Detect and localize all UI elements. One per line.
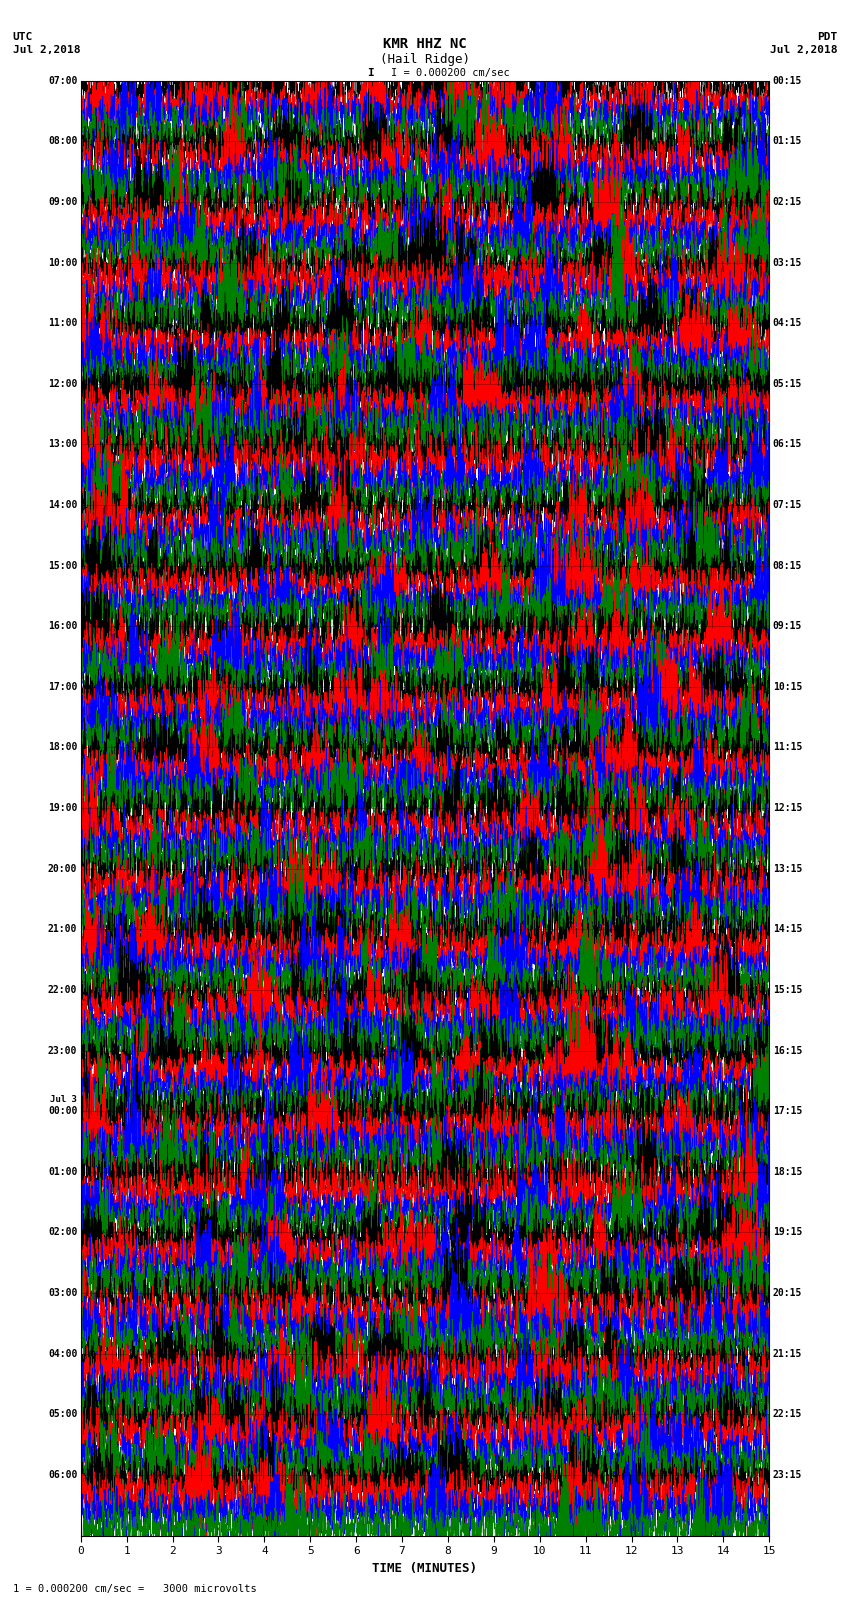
Text: 20:15: 20:15 [773, 1289, 802, 1298]
Text: Jul 3: Jul 3 [50, 1095, 77, 1103]
Text: 01:00: 01:00 [48, 1166, 77, 1177]
Text: 19:15: 19:15 [773, 1227, 802, 1237]
Text: 22:00: 22:00 [48, 986, 77, 995]
Text: 17:15: 17:15 [773, 1107, 802, 1116]
X-axis label: TIME (MINUTES): TIME (MINUTES) [372, 1561, 478, 1574]
Text: 22:15: 22:15 [773, 1410, 802, 1419]
Text: 17:00: 17:00 [48, 682, 77, 692]
Text: (Hail Ridge): (Hail Ridge) [380, 53, 470, 66]
Text: 23:15: 23:15 [773, 1469, 802, 1481]
Text: 08:15: 08:15 [773, 561, 802, 571]
Text: 00:00: 00:00 [48, 1107, 77, 1116]
Text: KMR HHZ NC: KMR HHZ NC [383, 37, 467, 52]
Text: 03:00: 03:00 [48, 1289, 77, 1298]
Text: 14:15: 14:15 [773, 924, 802, 934]
Text: 02:15: 02:15 [773, 197, 802, 206]
Text: 07:00: 07:00 [48, 76, 77, 85]
Text: 04:00: 04:00 [48, 1348, 77, 1358]
Text: UTC: UTC [13, 32, 33, 42]
Text: 07:15: 07:15 [773, 500, 802, 510]
Text: 19:00: 19:00 [48, 803, 77, 813]
Text: 09:00: 09:00 [48, 197, 77, 206]
Text: 09:15: 09:15 [773, 621, 802, 631]
Text: 18:15: 18:15 [773, 1166, 802, 1177]
Text: 05:00: 05:00 [48, 1410, 77, 1419]
Text: 04:15: 04:15 [773, 318, 802, 327]
Text: 00:15: 00:15 [773, 76, 802, 85]
Text: 12:00: 12:00 [48, 379, 77, 389]
Text: Jul 2,2018: Jul 2,2018 [770, 45, 837, 55]
Text: 10:15: 10:15 [773, 682, 802, 692]
Text: PDT: PDT [817, 32, 837, 42]
Text: 01:15: 01:15 [773, 135, 802, 147]
Text: 05:15: 05:15 [773, 379, 802, 389]
Text: 15:00: 15:00 [48, 561, 77, 571]
Text: 20:00: 20:00 [48, 863, 77, 874]
Text: 02:00: 02:00 [48, 1227, 77, 1237]
Text: I = 0.000200 cm/sec: I = 0.000200 cm/sec [391, 68, 510, 77]
Text: 11:00: 11:00 [48, 318, 77, 327]
Text: 16:15: 16:15 [773, 1045, 802, 1055]
Text: 08:00: 08:00 [48, 135, 77, 147]
Text: 10:00: 10:00 [48, 258, 77, 268]
Text: 12:15: 12:15 [773, 803, 802, 813]
Text: 06:15: 06:15 [773, 439, 802, 450]
Text: 13:00: 13:00 [48, 439, 77, 450]
Text: 13:15: 13:15 [773, 863, 802, 874]
Text: 15:15: 15:15 [773, 986, 802, 995]
Text: 1 = 0.000200 cm/sec =   3000 microvolts: 1 = 0.000200 cm/sec = 3000 microvolts [13, 1584, 257, 1594]
Text: I: I [367, 68, 374, 77]
Text: 21:00: 21:00 [48, 924, 77, 934]
Text: 06:00: 06:00 [48, 1469, 77, 1481]
Text: 21:15: 21:15 [773, 1348, 802, 1358]
Text: 23:00: 23:00 [48, 1045, 77, 1055]
Text: Jul 2,2018: Jul 2,2018 [13, 45, 80, 55]
Text: 14:00: 14:00 [48, 500, 77, 510]
Text: 03:15: 03:15 [773, 258, 802, 268]
Text: 18:00: 18:00 [48, 742, 77, 753]
Text: 11:15: 11:15 [773, 742, 802, 753]
Text: 16:00: 16:00 [48, 621, 77, 631]
